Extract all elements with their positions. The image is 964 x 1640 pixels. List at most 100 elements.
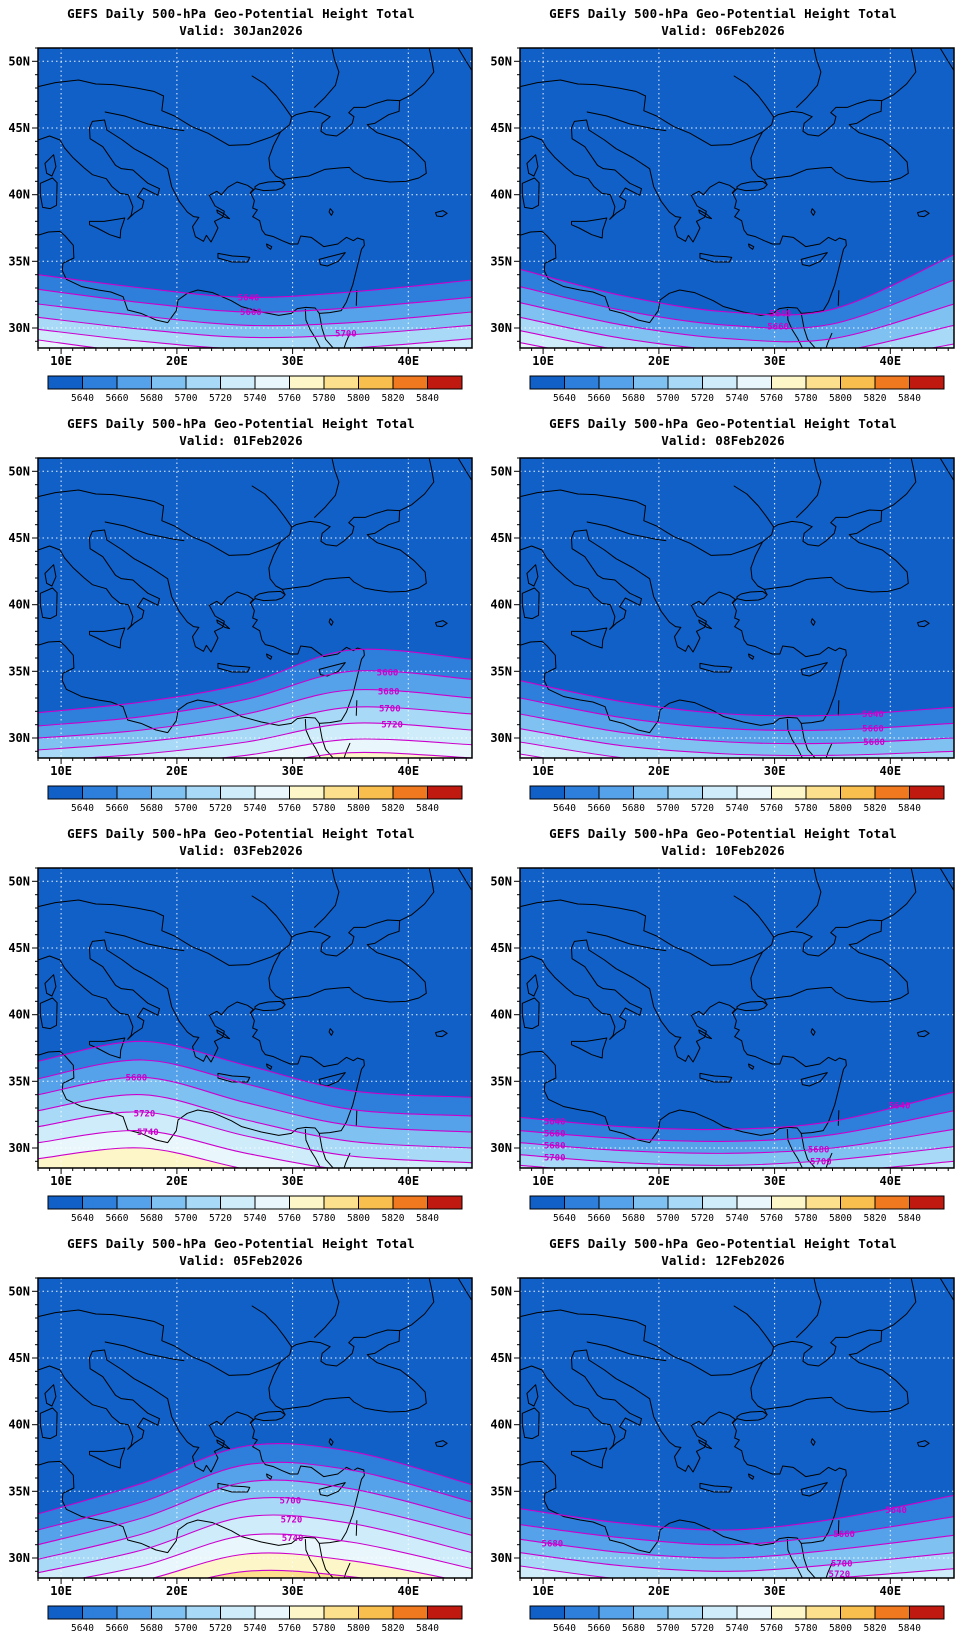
colorbar-segment (254, 1195, 290, 1210)
colorbar-segment (736, 1605, 772, 1620)
contour-map: 5640 5660 5700 30N 35N 40N 45N 50N 10E 20E 30E 40E 5… (8, 47, 473, 404)
lat-axis-label: 50N (8, 54, 30, 68)
colorbar-label: 5820 (864, 803, 887, 814)
colorbar-segment (427, 375, 463, 390)
colorbar-label: 5820 (382, 803, 405, 814)
lat-axis-label: 45N (8, 531, 30, 545)
contour-line-5640 (38, 1443, 472, 1515)
contour-label: 5740 (137, 1128, 159, 1138)
lat-axis-label: 45N (490, 531, 512, 545)
colorbar-segment (323, 1605, 359, 1620)
contour-line-5740 (216, 738, 472, 758)
map-border (37, 1277, 473, 1579)
colorbar-label: 5760 (760, 1213, 783, 1224)
contour-lines (520, 680, 954, 758)
graticule (520, 868, 954, 1168)
lat-axis-label: 50N (490, 1284, 512, 1298)
colorbar-segment (116, 785, 152, 800)
colorbar-label: 5780 (313, 1623, 336, 1634)
colorbar-segment (771, 785, 807, 800)
colorbar-label: 5740 (726, 393, 749, 404)
contour-line-5680 (38, 303, 472, 327)
colorbar-segment (358, 1195, 394, 1210)
colorbar: 5640 5660 5680 5700 5720 5740 5760 5780 5800 5820… (47, 1195, 463, 1224)
colorbar-segment (874, 375, 910, 390)
contour-label: 5740 (282, 1534, 304, 1544)
colorbar-segment (840, 1605, 876, 1620)
panel-title: GEFS Daily 500-hPa Geo-Potential Height … (549, 826, 897, 841)
contour-line-5640 (38, 274, 472, 298)
lon-axis-label: 10E (50, 354, 72, 368)
colorbar-label: 5840 (898, 1213, 921, 1224)
contour-label: 5640 (862, 710, 884, 720)
contour-label: 5700 (544, 1153, 566, 1163)
lon-axis-label: 40E (397, 1584, 419, 1598)
colorbar-segment (151, 375, 187, 390)
colorbar-label: 5660 (588, 803, 611, 814)
lon-axis-label: 40E (879, 354, 901, 368)
contour-line-5640 (520, 680, 954, 717)
colorbar-segment (358, 375, 394, 390)
colorbar-segment (358, 785, 394, 800)
colorbar-segment (392, 1605, 428, 1620)
lon-axis-label: 10E (50, 764, 72, 778)
map-border (37, 457, 473, 759)
lon-axis-label: 10E (50, 1584, 72, 1598)
colorbar-label: 5660 (106, 803, 129, 814)
panel-header: GEFS Daily 500-hPa Geo-Potential Height … (482, 410, 964, 456)
contour-line-5680 (520, 1534, 954, 1559)
colorbar-segment (771, 375, 807, 390)
colorbar-label: 5760 (278, 803, 301, 814)
colorbar-label: 5800 (347, 1623, 370, 1634)
colorbar-segment (667, 1195, 703, 1210)
contour-line-5700 (520, 728, 954, 757)
contour-label: 5700 (335, 329, 357, 339)
colorbar-segment (529, 375, 565, 390)
lat-axis-label: 40N (8, 188, 30, 202)
colorbar-segment (564, 785, 600, 800)
colorbar-label: 5740 (726, 803, 749, 814)
colorbar-label: 5840 (416, 393, 439, 404)
lat-axis-label: 40N (490, 1418, 512, 1432)
colorbar-label: 5800 (829, 803, 852, 814)
contour-line-5700 (520, 1552, 954, 1572)
lon-axis-label: 10E (532, 1584, 554, 1598)
colorbar-segment (220, 785, 256, 800)
contour-label: 5700 (279, 1497, 301, 1507)
contour-band-5760 (153, 1552, 446, 1578)
lat-axis-label: 50N (8, 1284, 30, 1298)
colorbar-label: 5720 (209, 1623, 232, 1634)
colorbar-segment (185, 1605, 221, 1620)
axis-ticks (32, 867, 467, 1174)
panel-header: GEFS Daily 500-hPa Geo-Potential Height … (0, 410, 482, 456)
contour-line-5740 (38, 1129, 333, 1168)
contour-map: 5680 5720 5740 30N 35N 40N 45N 50N 10E 20E 30E 40E 5… (8, 867, 473, 1224)
colorbar-label: 5760 (278, 1213, 301, 1224)
contour-line-5720 (520, 1565, 954, 1578)
colorbar-label: 5840 (898, 393, 921, 404)
lon-axis-label: 40E (879, 1174, 901, 1188)
contour-label: 5660 (767, 323, 789, 333)
colorbar-label: 5780 (313, 803, 336, 814)
colorbar-label: 5640 (71, 1213, 94, 1224)
colorbar-label: 5780 (313, 1213, 336, 1224)
colorbar: 5640 5660 5680 5700 5720 5740 5760 5780 5800 5820… (47, 1605, 463, 1634)
colorbar-label: 5640 (553, 1213, 576, 1224)
colorbar-segment (82, 1195, 118, 1210)
colorbar-segment (392, 375, 428, 390)
colorbar-label: 5640 (71, 803, 94, 814)
axis-ticks (514, 457, 949, 764)
lat-axis-label: 30N (8, 731, 30, 745)
colorbar-label: 5720 (691, 393, 714, 404)
contour-line-5720 (38, 1514, 472, 1574)
panel-title: GEFS Daily 500-hPa Geo-Potential Height … (67, 416, 415, 431)
colorbar-segment (323, 375, 359, 390)
contour-band-5740 (222, 739, 472, 758)
coastlines (520, 868, 954, 1168)
contour-label: 5640 (544, 1117, 566, 1127)
colorbar-segment (116, 1195, 152, 1210)
colorbar-label: 5780 (313, 393, 336, 404)
colorbar-label: 5760 (760, 393, 783, 404)
contour-line-5720 (75, 722, 472, 758)
